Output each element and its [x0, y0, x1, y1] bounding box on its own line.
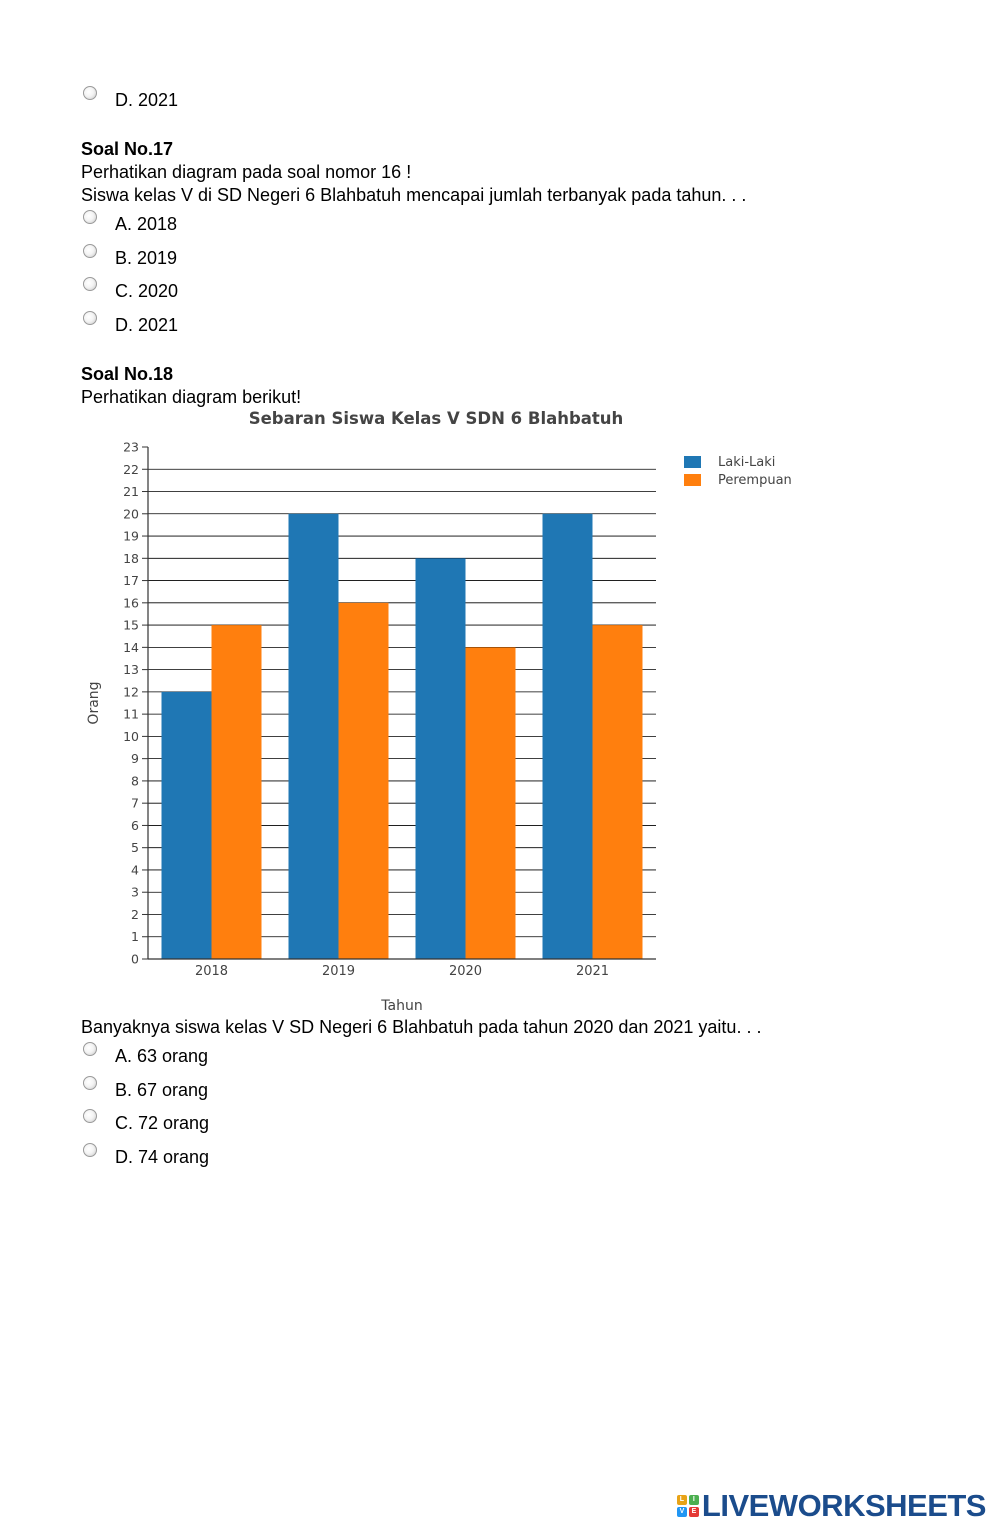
option-label: C. 72 orang	[115, 1113, 210, 1133]
option-label: C. 2020	[115, 281, 179, 301]
x-tick-label: 2020	[449, 964, 482, 979]
y-tick-label: 19	[123, 529, 139, 544]
q18-title: Soal No.18	[81, 364, 174, 384]
logo-letter-l: L	[676, 1495, 687, 1505]
chart-title: Sebaran Siswa Kelas V SDN 6 Blahbatuh	[249, 409, 624, 428]
option-label: B. 2019	[115, 248, 178, 268]
option-label: A. 2018	[115, 214, 178, 234]
legend-label-perempuan: Perempuan	[718, 473, 792, 488]
x-axis-label: Tahun	[380, 998, 422, 1014]
y-tick-label: 23	[123, 440, 139, 455]
y-tick-label: 11	[123, 707, 139, 722]
y-tick-label: 12	[123, 684, 139, 699]
liveworksheets-logo: L I V E LIVEWORKSHEETS	[676, 1488, 987, 1524]
y-tick-label: 9	[131, 751, 139, 766]
option-label: D. 74 orang	[115, 1147, 210, 1167]
bar-perempuan-2018	[211, 625, 262, 959]
radio-button[interactable]	[83, 311, 97, 325]
option-label: A. 63 orang	[115, 1046, 209, 1066]
radio-button[interactable]	[83, 1042, 97, 1056]
logo-letter-v: V	[676, 1507, 687, 1517]
y-tick-label: 4	[131, 862, 139, 877]
y-tick-label: 3	[131, 885, 139, 900]
legend-label-laki-laki: Laki-Laki	[718, 455, 775, 470]
y-axis-label: Orang	[86, 681, 102, 724]
radio-button[interactable]	[83, 244, 97, 258]
radio-button[interactable]	[83, 86, 97, 100]
bar-laki-laki-2019	[288, 513, 339, 959]
q17-text-line-2: Siswa kelas V di SD Negeri 6 Blahbatuh m…	[81, 185, 747, 205]
option-label: B. 67 orang	[115, 1080, 209, 1100]
option-label: D. 2021	[115, 315, 179, 335]
legend-swatch-laki-laki	[684, 456, 701, 468]
q17-title: Soal No.17	[81, 139, 174, 159]
bar-perempuan-2020	[465, 647, 516, 959]
logo-letter-i: I	[688, 1495, 699, 1505]
y-tick-label: 15	[123, 618, 139, 633]
y-tick-label: 1	[131, 929, 139, 944]
y-tick-label: 14	[123, 640, 139, 655]
bar-laki-laki-2021	[542, 513, 593, 959]
radio-button[interactable]	[83, 210, 97, 224]
legend-swatch-perempuan	[684, 474, 701, 486]
q18-question: Banyaknya siswa kelas V SD Negeri 6 Blah…	[81, 1017, 762, 1037]
radio-button[interactable]	[83, 1143, 97, 1157]
y-tick-label: 16	[123, 595, 139, 610]
y-tick-label: 10	[123, 729, 139, 744]
q18-intro: Perhatikan diagram berikut!	[81, 387, 302, 407]
y-tick-label: 2	[131, 907, 139, 922]
logo-text: LIVEWORKSHEETS	[701, 1488, 987, 1523]
x-tick-label: 2018	[195, 964, 228, 979]
radio-button[interactable]	[83, 1109, 97, 1123]
y-tick-label: 20	[123, 506, 139, 521]
y-tick-label: 7	[131, 796, 139, 811]
q17-text-line-1: Perhatikan diagram pada soal nomor 16 !	[81, 162, 412, 182]
y-tick-label: 8	[131, 773, 139, 788]
bar-perempuan-2021	[592, 625, 643, 959]
bar-perempuan-2019	[338, 602, 389, 959]
radio-button[interactable]	[83, 1076, 97, 1090]
option-label: D. 2021	[115, 90, 179, 110]
y-tick-label: 6	[131, 818, 139, 833]
bar-laki-laki-2020	[415, 558, 466, 959]
y-tick-label: 17	[123, 573, 139, 588]
x-tick-label: 2019	[322, 964, 355, 979]
y-tick-label: 21	[123, 484, 139, 499]
y-tick-label: 13	[123, 662, 139, 677]
chart-axes: 0123456789101112131415161718192021222320…	[123, 440, 656, 979]
y-tick-label: 22	[123, 462, 139, 477]
y-tick-label: 5	[131, 840, 139, 855]
chart-legend: Laki-Laki Perempuan	[684, 455, 792, 488]
chart-bars	[161, 513, 643, 959]
radio-button[interactable]	[83, 277, 97, 291]
logo-letter-e: E	[688, 1507, 699, 1517]
y-tick-label: 0	[131, 952, 139, 967]
y-tick-label: 18	[123, 551, 139, 566]
x-tick-label: 2021	[576, 964, 609, 979]
bar-laki-laki-2018	[161, 691, 212, 959]
logo-mark-icon: L I V E	[676, 1495, 699, 1517]
bar-chart: Sebaran Siswa Kelas V SDN 6 Blahbatuh 0 1…	[86, 409, 792, 1014]
